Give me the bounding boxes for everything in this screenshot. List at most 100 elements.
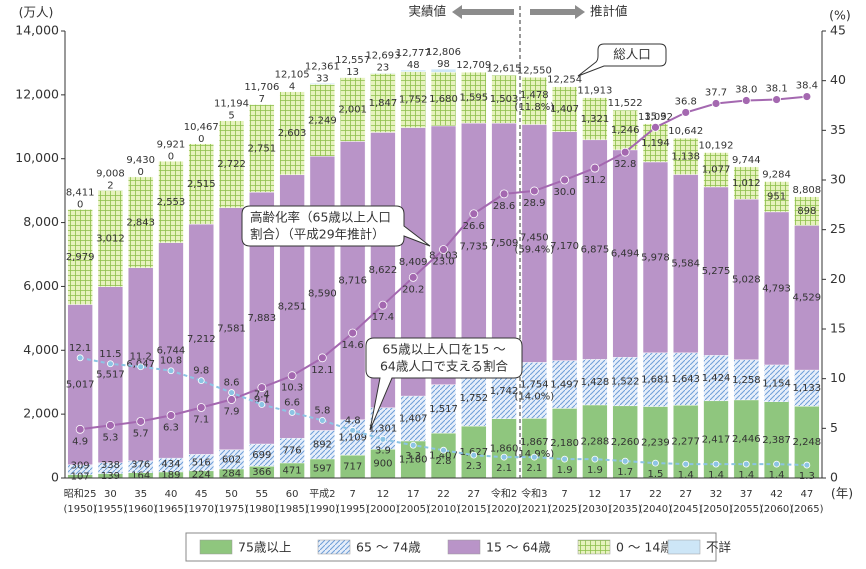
bar-segment [521,362,547,419]
bar-segment [400,69,426,72]
x-tick-label: 47 [800,489,813,500]
bar-segment [491,75,517,124]
line-marker [257,383,267,393]
y2-axis-title: (%) [829,8,851,23]
total-label: 9,744 [732,155,761,166]
total-label: 9,430 [126,155,155,166]
unknown-label: 2 [107,180,113,191]
x-tick-year: (1970) [185,504,218,515]
line-marker [620,147,630,157]
bar-segment [158,242,184,459]
y2-tick-label: 20 [830,271,846,286]
bar-segment [612,405,638,479]
bar-segment [521,418,547,479]
value-label: 516 [192,458,211,469]
y-tick-label: 12,000 [15,86,59,101]
share-label: (11.8%) [515,102,555,113]
y2-tick-label: 0 [830,470,838,485]
line-marker [106,420,115,430]
value-label: 8,622 [369,265,398,276]
x-tick-label: 22 [437,489,450,500]
bar-segment [249,104,275,193]
value-label: 1,742 [490,386,519,397]
value-label: 1,847 [369,98,398,109]
bar-segment [794,369,820,407]
line-value-label: 30.0 [553,187,575,198]
line-value-label: 6.6 [284,397,300,408]
unknown-label: 98 [437,59,450,70]
value-label: 7,581 [217,324,246,335]
share-label: (14.0%) [515,391,555,402]
bar-segment [430,72,457,127]
bar-segment [582,97,608,141]
line-value-label: 1.4 [708,470,724,481]
line-marker [196,403,206,412]
value-label: 7,450 [520,232,549,243]
value-label: 8,716 [338,276,367,287]
line-marker [75,424,85,434]
x-tick-year: (1990) [306,504,339,515]
value-label: 139 [101,471,120,482]
value-label: 338 [101,460,120,471]
value-label: 2,260 [611,437,640,448]
x-tick-label: 12 [589,489,602,500]
y-tick-label: 6,000 [23,278,59,293]
bar-segment [370,449,396,479]
value-label: 366 [252,467,271,478]
line-value-label: 11.2 [130,352,152,363]
value-label: 5,517 [96,370,125,381]
line-value-label: 12.1 [311,365,333,376]
bar-segment [309,84,335,157]
line-value-label: 5.3 [102,432,118,443]
line-marker [773,460,780,468]
bar-segment [309,155,335,431]
bar-segment [642,161,669,354]
value-label: 1,424 [702,373,731,384]
y-tick-label: 14,000 [15,23,59,38]
line-marker [652,459,659,467]
value-label: 2,249 [308,115,337,126]
x-tick-label: 30 [104,489,117,500]
line-value-label: 17.4 [372,312,394,323]
line-marker [561,455,569,463]
value-label: 602 [222,454,241,465]
line-marker [287,371,297,381]
line-marker [470,451,478,459]
value-label: 1,407 [399,414,428,425]
line-marker [348,328,358,338]
x-tick-label: 40 [165,489,178,500]
x-tick-label: 27 [679,489,692,500]
value-label: 1,517 [429,404,458,415]
value-label: 5,028 [732,274,761,285]
line-value-label: 23.0 [432,257,454,268]
x-tick-year: (2035) [609,504,642,515]
y2-tick-label: 45 [830,23,846,38]
x-tick-year: (2020) [487,504,520,515]
bar-segment [128,176,154,268]
unknown-label: 48 [407,60,420,71]
legend-label: 0 ～ 14歳 [616,540,673,555]
bar-segment [340,141,366,420]
total-label: 12,693 [365,51,400,62]
x-tick-label: 32 [710,489,723,500]
bar-segment [218,207,245,450]
line-marker [742,460,750,468]
value-label: 1,077 [702,165,731,176]
line-marker [440,446,447,454]
total-label: 10,192 [699,141,734,152]
x-tick-label: 60 [286,489,299,500]
line-value-label: 5.7 [133,428,149,439]
value-label: 1,643 [671,374,700,385]
value-label: 1,160 [399,454,428,465]
x-tick-year: (2000) [366,504,399,515]
value-label: 107 [71,471,90,482]
x-tick-label: 42 [770,489,783,500]
bar-segment [218,120,245,208]
line-marker [136,416,146,426]
value-label: 2,417 [702,434,731,445]
total-label: 11,194 [214,99,249,110]
bar-segment [461,72,487,124]
legend-label: 不詳 [706,540,731,555]
x-tick-year: (1975) [215,504,248,515]
x-tick-label: 17 [407,489,420,500]
